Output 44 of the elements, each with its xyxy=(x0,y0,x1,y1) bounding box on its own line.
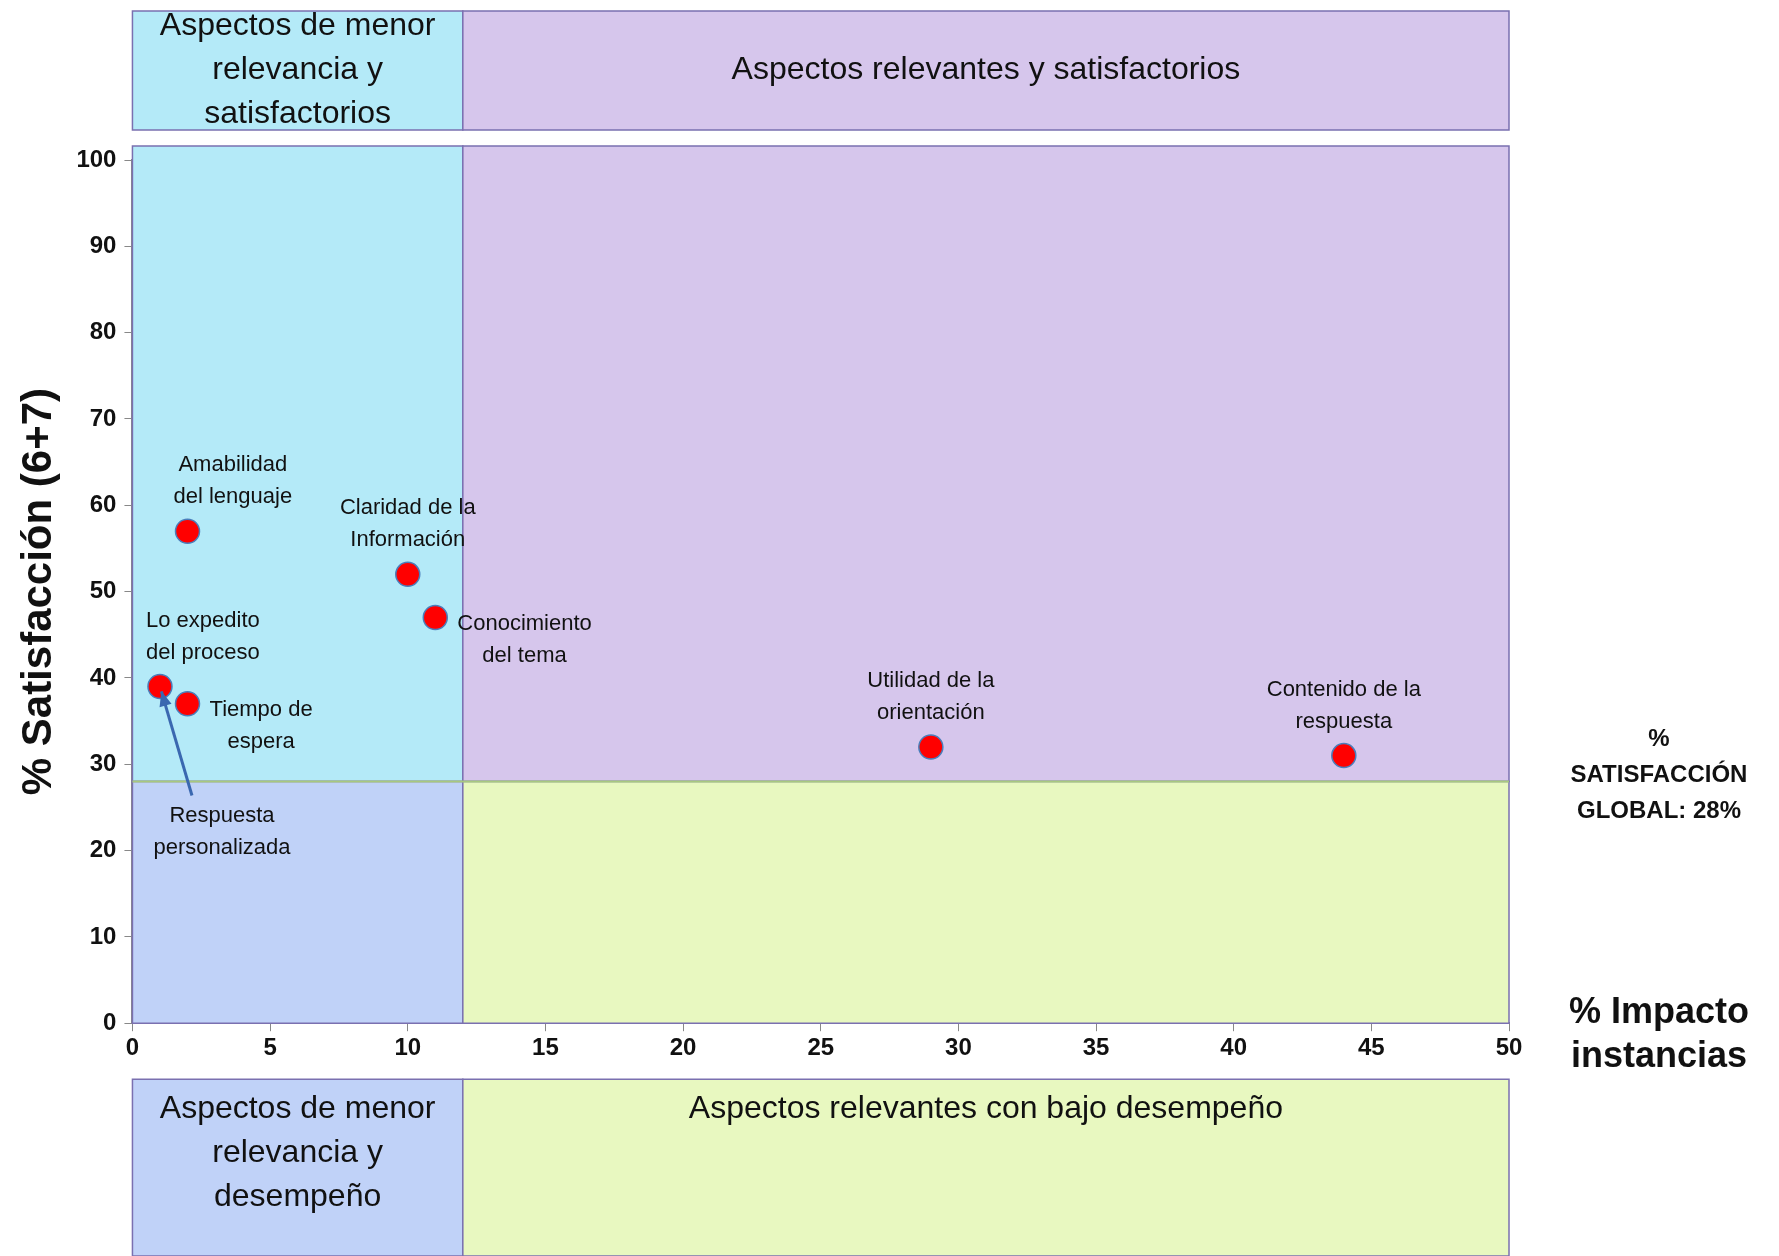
annotation: Utilidad de la orientación xyxy=(867,667,996,725)
annotation: Amabilidad del lenguaje xyxy=(173,451,293,509)
band-label: Aspectos relevantes y satisfactorios xyxy=(731,50,1241,87)
point xyxy=(422,604,449,631)
point xyxy=(147,673,173,700)
point xyxy=(1331,742,1357,769)
annotation: Lo expedito del proceso xyxy=(145,606,260,664)
y-tick-label: 90 xyxy=(89,230,117,258)
point xyxy=(174,518,201,544)
y-tick-label: 70 xyxy=(89,403,117,431)
annotation: Claridad de la Información xyxy=(339,494,477,552)
y-axis-title: % Satisfacción (6+7) xyxy=(12,387,60,796)
point xyxy=(174,691,201,717)
x-tick-label: 30 xyxy=(945,1033,972,1061)
annotation: Respuesta personalizada xyxy=(153,801,292,859)
band-label: Aspectos de menor relevancia y desempeño xyxy=(159,1089,436,1214)
y-tick-label: 40 xyxy=(89,662,117,690)
y-tick-label: 20 xyxy=(89,835,117,863)
x-tick-label: 50 xyxy=(1495,1033,1523,1061)
y-tick-label: 80 xyxy=(89,317,117,345)
x-tick-label: 15 xyxy=(532,1033,559,1061)
y-tick-label: 100 xyxy=(76,144,117,172)
ref-line-label: % SATISFACCIÓN GLOBAL: 28% xyxy=(1570,724,1748,824)
y-tick-label: 50 xyxy=(89,576,117,604)
band-label: Aspectos relevantes con bajo desempeño xyxy=(688,1089,1283,1126)
y-tick-label: 60 xyxy=(89,489,117,517)
y-tick-label: 30 xyxy=(89,748,117,776)
x-tick-label: 10 xyxy=(394,1033,422,1061)
x-tick-label: 35 xyxy=(1082,1033,1110,1061)
x-tick-label: 20 xyxy=(669,1033,697,1061)
band-label: Aspectos de menor relevancia y satisfactorios xyxy=(159,6,436,131)
x-tick-label: 45 xyxy=(1357,1033,1385,1061)
annotation: Conocimiento del tema xyxy=(457,609,592,667)
x-tick-label: 0 xyxy=(125,1033,140,1061)
annotation: Contenido de la respuesta xyxy=(1266,675,1422,733)
x-tick-label: 25 xyxy=(807,1033,835,1061)
x-axis-title: % Impacto instancias xyxy=(1568,990,1750,1076)
y-tick-label: 10 xyxy=(89,921,117,949)
x-tick-label: 5 xyxy=(263,1033,277,1061)
annotation: Tiempo de espera xyxy=(209,695,313,753)
x-tick-label: 40 xyxy=(1220,1033,1248,1061)
point xyxy=(395,561,421,588)
point xyxy=(918,734,944,760)
y-tick-label: 0 xyxy=(103,1007,117,1035)
